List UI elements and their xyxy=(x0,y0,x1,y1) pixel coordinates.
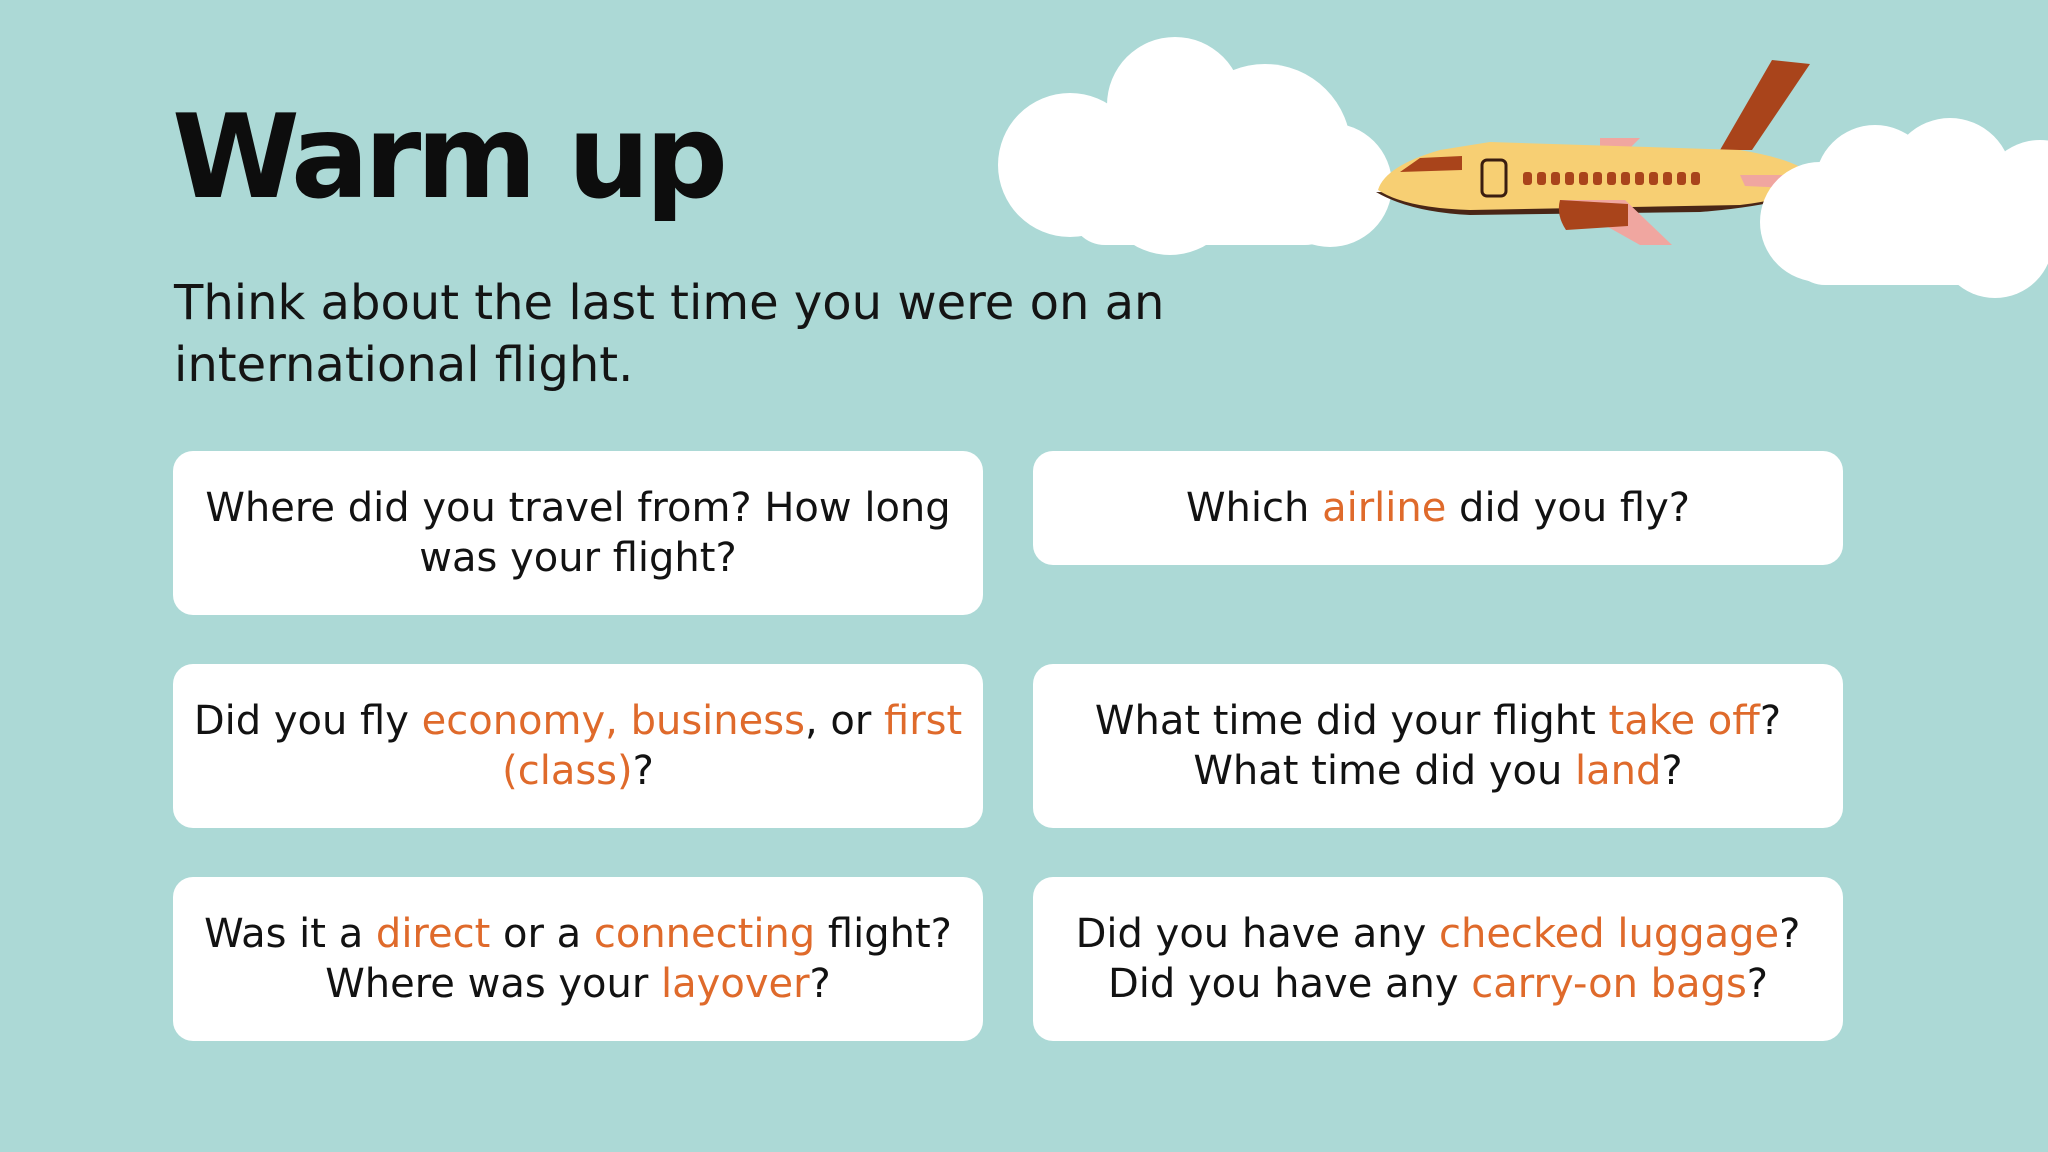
question-line: What time did your flight take off? xyxy=(1095,696,1781,746)
question-text-segment: ? xyxy=(809,961,831,1007)
question-text: Where did you travel from? How long was y… xyxy=(205,483,950,583)
question-line: Did you have any carry-on bags? xyxy=(1076,959,1801,1009)
question-line: Was it a direct or a connecting flight? xyxy=(204,909,952,959)
question-text-segment: did you fly? xyxy=(1446,485,1690,531)
question-text-segment: What time did your flight xyxy=(1094,698,1609,744)
highlighted-term: (class) xyxy=(502,748,633,794)
question-text-segment: was your flight? xyxy=(419,535,737,581)
question-text-segment: Where did you travel from? How long xyxy=(205,485,951,531)
highlighted-term: economy, business xyxy=(421,698,805,744)
question-text: Did you fly economy, business, or first(… xyxy=(194,696,962,796)
question-card-travel-origin: Where did you travel from? How long was y… xyxy=(173,451,983,615)
question-text-segment: Did you fly xyxy=(193,698,422,744)
highlighted-term: layover xyxy=(661,961,810,1007)
question-text-segment: Where was your xyxy=(325,961,662,1007)
question-card-direct-connecting: Was it a direct or a connecting flight? W… xyxy=(173,877,983,1041)
cloud-icon xyxy=(998,37,1392,255)
question-line: What time did you land? xyxy=(1095,746,1781,796)
highlighted-term: take off xyxy=(1608,698,1760,744)
question-card-flight-times: What time did your flight take off? What … xyxy=(1033,664,1843,828)
question-text-segment: ? xyxy=(1759,698,1782,744)
question-line: Which airline did you fly? xyxy=(1186,483,1690,533)
question-text: Was it a direct or a connecting flight? W… xyxy=(204,909,952,1009)
highlighted-term: connecting xyxy=(593,911,816,957)
highlighted-term: first xyxy=(884,698,963,744)
question-text-segment: Did you have any xyxy=(1107,961,1472,1007)
page-title: Warm up xyxy=(172,90,728,225)
question-text-segment: ? xyxy=(1661,748,1683,794)
highlighted-term: land xyxy=(1575,748,1662,794)
question-text-segment: , or xyxy=(804,698,884,744)
clouds-airplane-illustration xyxy=(998,37,2048,298)
highlighted-term: checked luggage xyxy=(1438,911,1780,957)
question-line: (class)? xyxy=(194,746,962,796)
question-card-travel-class: Did you fly economy, business, or first(… xyxy=(173,664,983,828)
question-card-airline: Which airline did you fly? xyxy=(1033,451,1843,565)
question-line: Where did you travel from? How long xyxy=(205,483,950,533)
question-text-segment: ? xyxy=(632,748,654,794)
highlighted-term: direct xyxy=(375,911,491,957)
question-text: What time did your flight take off? What … xyxy=(1095,696,1781,796)
question-text-segment: ? xyxy=(1779,911,1801,957)
question-line: Did you have any checked luggage? xyxy=(1076,909,1801,959)
question-line: Where was your layover? xyxy=(204,959,952,1009)
instruction-text: Think about the last time you were on an… xyxy=(174,275,1165,393)
question-text: Did you have any checked luggage? Did you… xyxy=(1076,909,1801,1009)
question-text-segment: ? xyxy=(1746,961,1769,1007)
question-text: Which airline did you fly? xyxy=(1186,483,1690,533)
airplane-icon xyxy=(1376,60,1815,245)
question-text-segment: Was it a xyxy=(204,911,376,957)
question-text-segment: What time did you xyxy=(1193,748,1576,794)
question-text-segment: Which xyxy=(1186,485,1323,531)
highlighted-term: carry-on bags xyxy=(1471,961,1747,1007)
question-line: was your flight? xyxy=(205,533,950,583)
highlighted-term: airline xyxy=(1322,485,1447,531)
question-text-segment: flight? xyxy=(815,911,952,957)
question-text-segment: Did you have any xyxy=(1075,911,1439,957)
cloud-icon xyxy=(1760,118,2048,298)
question-line: Did you fly economy, business, or first xyxy=(194,696,962,746)
question-card-luggage: Did you have any checked luggage? Did you… xyxy=(1033,877,1843,1041)
question-text-segment: or a xyxy=(490,911,594,957)
